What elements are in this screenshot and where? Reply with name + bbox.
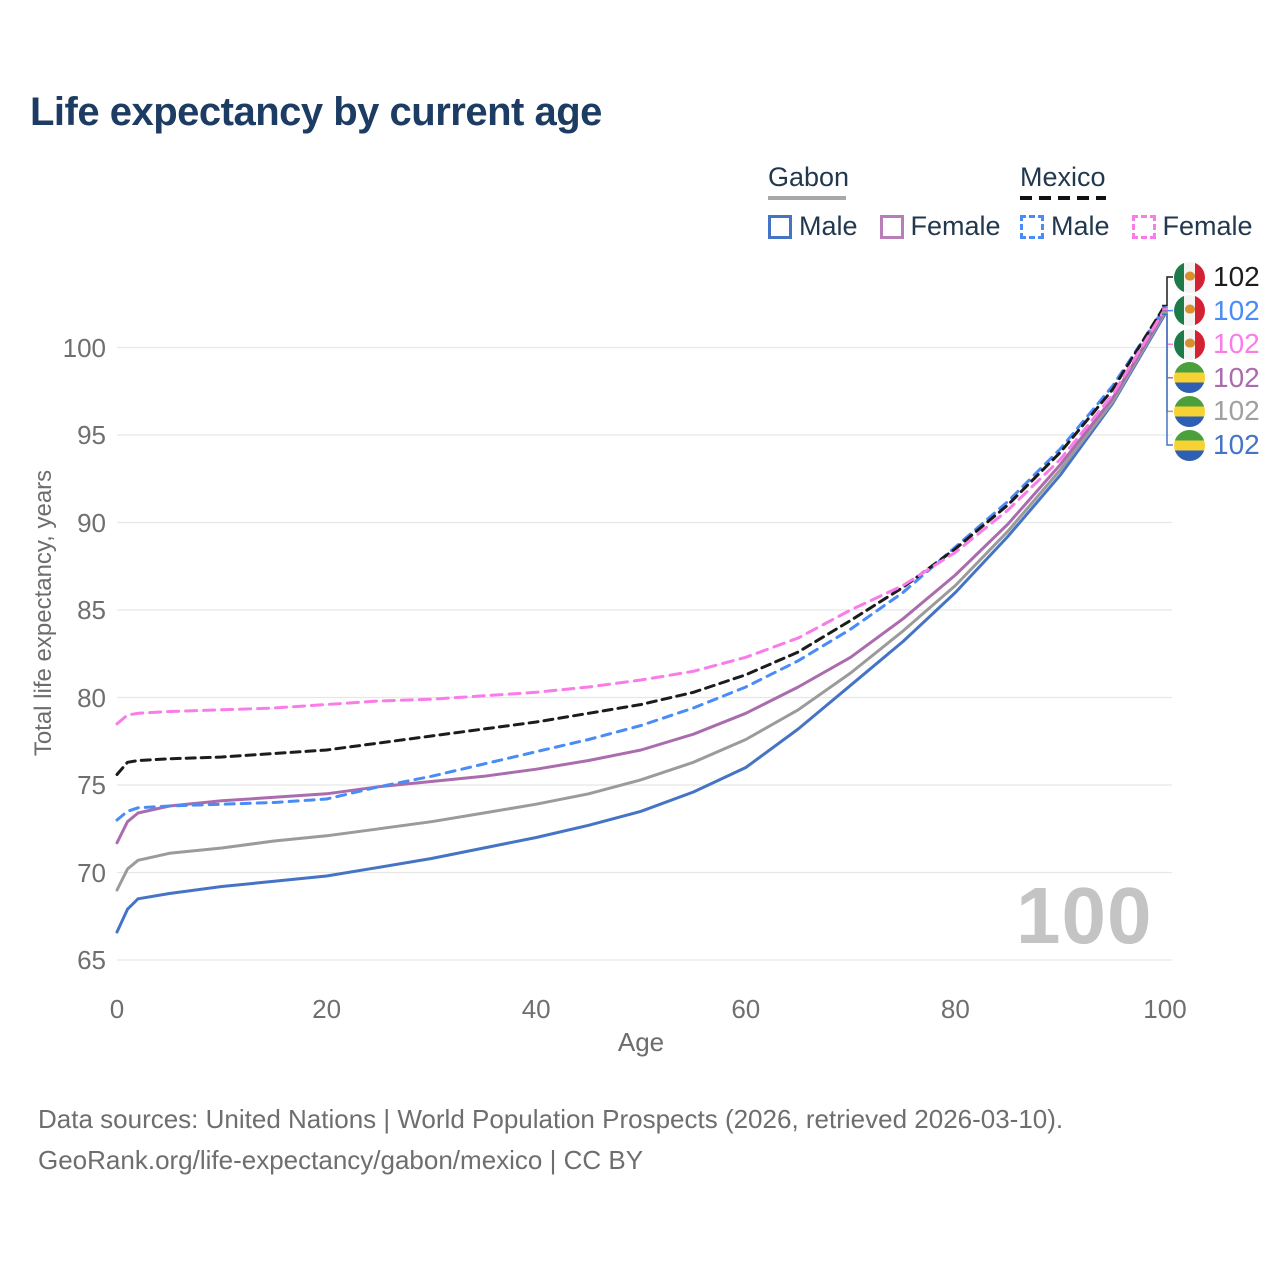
y-tick-90: 90 [77, 507, 106, 538]
footer-link-line[interactable]: GeoRank.org/life-expectancy/gabon/mexico… [38, 1145, 644, 1175]
y-tick-70: 70 [77, 857, 106, 888]
legend-underline-mexico [1020, 196, 1106, 200]
legend-group-gabon: Gabon Male Female [768, 162, 1001, 242]
gabon-male-swatch [768, 214, 792, 239]
gabon-flag-icon [1174, 429, 1205, 461]
chart-title: Life expectancy by current age [30, 90, 602, 134]
x-tick-100: 100 [1143, 994, 1187, 1024]
mexico-flag-icon [1174, 328, 1205, 360]
gabon-female-swatch [879, 214, 904, 239]
legend-item-gabon-female[interactable]: Female [879, 211, 1001, 242]
y-tick-95: 95 [77, 420, 106, 450]
legend-item-gabon-male[interactable]: Male [768, 211, 858, 242]
end-label-mexico-total: 102 [1174, 261, 1260, 293]
leader-line-gabon-male [1162, 313, 1173, 446]
y-tick-80: 80 [77, 682, 106, 713]
legend-label-mexico-male: Male [1051, 211, 1110, 241]
series-line-mexico-female[interactable] [115, 307, 1167, 726]
legend-item-mexico-female[interactable]: Female [1131, 211, 1253, 242]
age-watermark: 100 [1016, 871, 1153, 960]
legend-group-mexico: Mexico Male Female [1020, 162, 1253, 242]
legend-label-mexico-female: Female [1162, 211, 1253, 241]
end-value-mexico-female: 102 [1213, 328, 1260, 360]
series-line-gabon-total[interactable] [115, 311, 1167, 892]
gabon-flag-icon [1174, 395, 1205, 427]
mexico-flag-icon [1174, 295, 1205, 327]
y-tick-85: 85 [77, 595, 106, 625]
mexico-flag-icon [1174, 261, 1205, 293]
end-value-mexico-male: 102 [1213, 294, 1260, 326]
end-value-gabon-total: 102 [1213, 395, 1260, 427]
x-axis-title: Age [617, 1027, 665, 1057]
end-label-mexico-female: 102 [1174, 328, 1260, 360]
end-value-mexico-total: 102 [1213, 261, 1260, 292]
x-tick-0: 0 [109, 994, 125, 1024]
x-tick-80: 80 [940, 994, 970, 1024]
y-axis-title: Total life expectancy, years [30, 469, 57, 757]
legend-label-gabon-female: Female [910, 211, 1001, 241]
x-tick-60: 60 [731, 994, 761, 1024]
mexico-male-swatch [1020, 214, 1044, 239]
end-label-mexico-male: 102 [1174, 295, 1260, 327]
series-line-gabon-female[interactable] [115, 309, 1167, 845]
leader-line-mexico-total [1162, 276, 1173, 307]
end-label-gabon-male: 102 [1174, 429, 1260, 461]
legend-label-gabon-male: Male [799, 211, 858, 241]
legend-underline-gabon [768, 196, 846, 200]
series-line-mexico-male[interactable] [115, 305, 1167, 822]
footer-source-line: Data sources: United Nations | World Pop… [38, 1104, 1064, 1134]
series-line-gabon-male[interactable] [115, 312, 1167, 934]
series-line-mexico-total[interactable] [115, 304, 1167, 776]
y-tick-75: 75 [77, 770, 106, 800]
legend-country-gabon[interactable]: Gabon [768, 162, 850, 192]
y-tick-65: 65 [77, 945, 106, 975]
end-label-gabon-female: 102 [1174, 362, 1260, 394]
mexico-female-swatch [1131, 214, 1156, 239]
x-tick-20: 20 [312, 994, 342, 1024]
end-value-gabon-female: 102 [1213, 361, 1260, 393]
end-label-gabon-total: 102 [1174, 395, 1260, 427]
x-tick-40: 40 [521, 994, 551, 1024]
legend-country-mexico[interactable]: Mexico [1020, 162, 1106, 192]
end-value-gabon-male: 102 [1213, 429, 1260, 460]
legend-item-mexico-male[interactable]: Male [1020, 211, 1110, 242]
gabon-flag-icon [1174, 362, 1205, 394]
y-tick-100: 100 [62, 332, 106, 363]
